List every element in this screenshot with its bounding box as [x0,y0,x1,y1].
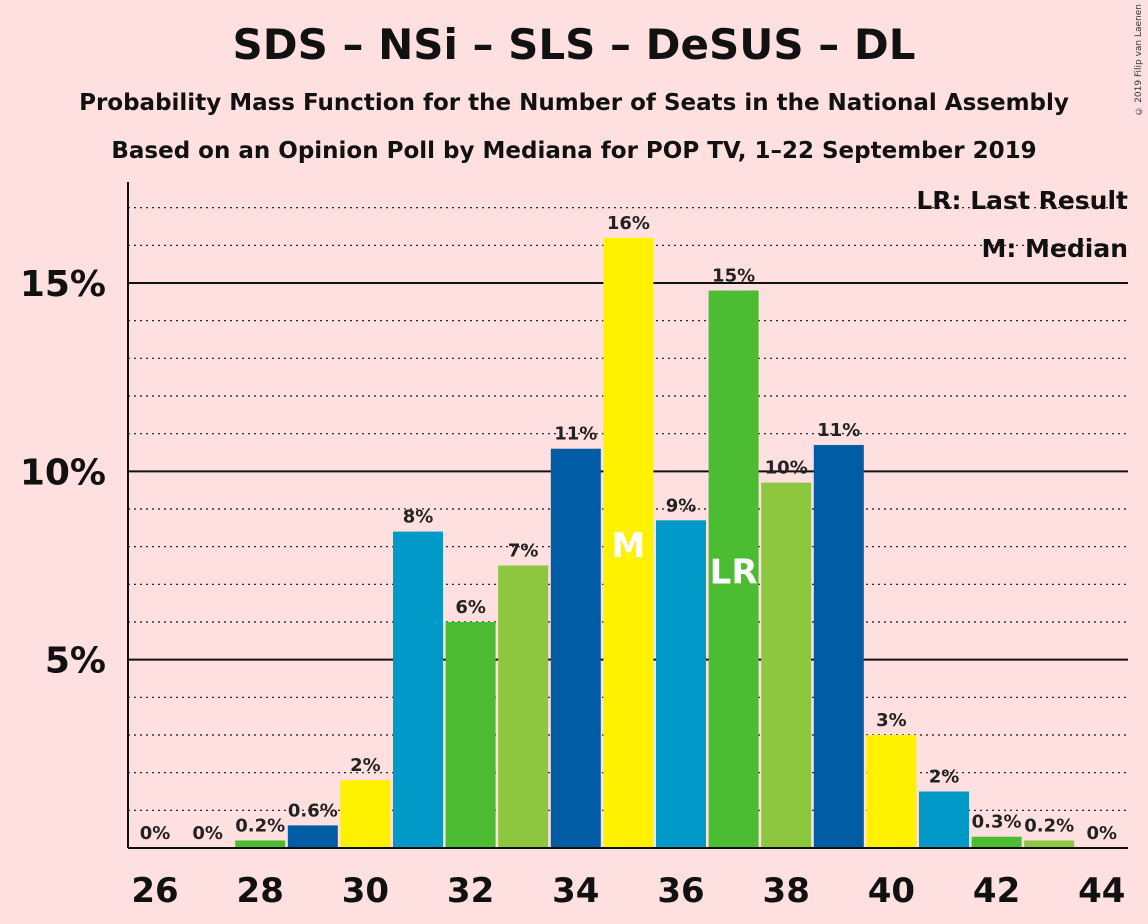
bar-seat-28 [235,840,286,848]
bar-seat-43 [1024,840,1075,848]
median-marker: M [611,526,645,566]
data-label-seat-39: 11% [817,420,860,441]
data-label-seat-40: 3% [876,710,907,731]
data-label-seat-36: 9% [666,495,697,516]
data-label-seat-44: 0% [1087,823,1118,844]
x-tick-label: 44 [1078,871,1125,911]
chart-subtitle: Probability Mass Function for the Number… [79,90,1069,116]
data-label-seat-27: 0% [192,823,223,844]
bar-seat-36 [656,520,706,848]
legend-median: M: Median [981,234,1128,263]
bar-seat-41 [919,791,969,848]
data-label-seat-26: 0% [140,823,171,844]
y-tick-label: 5% [45,641,106,682]
data-label-seat-41: 2% [929,767,960,788]
data-label-seat-32: 6% [455,597,486,618]
bar-seat-32 [445,622,496,848]
data-label-seat-42: 0.3% [972,812,1022,833]
data-label-seat-29: 0.6% [288,800,338,821]
x-tick-label: 30 [342,871,389,911]
bar-seat-37 [708,290,759,848]
bar-seat-40 [866,735,917,848]
x-tick-label: 26 [131,871,178,911]
x-tick-label: 32 [447,871,494,911]
data-label-seat-34: 11% [554,424,597,445]
data-label-seat-31: 8% [403,507,434,528]
x-tick-label: 42 [973,871,1020,911]
bar-seat-38 [761,482,812,848]
x-tick-label: 40 [868,871,915,911]
chart-subtitle-poll: Based on an Opinion Poll by Mediana for … [111,138,1037,164]
bar-seat-29 [287,825,338,848]
data-label-seat-28: 0.2% [235,815,285,836]
bar-seat-35 [603,237,654,849]
y-tick-label: 10% [20,452,106,493]
chart-title: SDS – NSi – SLS – DeSUS – DL [232,20,916,69]
last-result-marker: LR [710,552,758,592]
x-tick-label: 36 [657,871,704,911]
bar-seat-42 [971,836,1022,848]
x-tick-label: 28 [237,871,284,911]
bar-seat-33 [498,565,549,848]
data-label-seat-30: 2% [350,755,381,776]
bar-seat-39 [813,444,864,848]
x-tick-label: 34 [552,871,599,911]
data-label-seat-33: 7% [508,541,539,562]
data-label-seat-38: 10% [765,458,808,479]
y-tick-label: 15% [20,264,106,305]
data-label-seat-35: 16% [607,213,650,234]
data-label-seat-43: 0.2% [1024,815,1074,836]
bar-seat-30 [340,780,391,848]
bar-seat-31 [393,531,443,848]
x-tick-label: 38 [763,871,810,911]
data-label-seat-37: 15% [712,266,755,287]
legend-last-result: LR: Last Result [916,186,1128,215]
bar-seat-34 [550,448,601,848]
